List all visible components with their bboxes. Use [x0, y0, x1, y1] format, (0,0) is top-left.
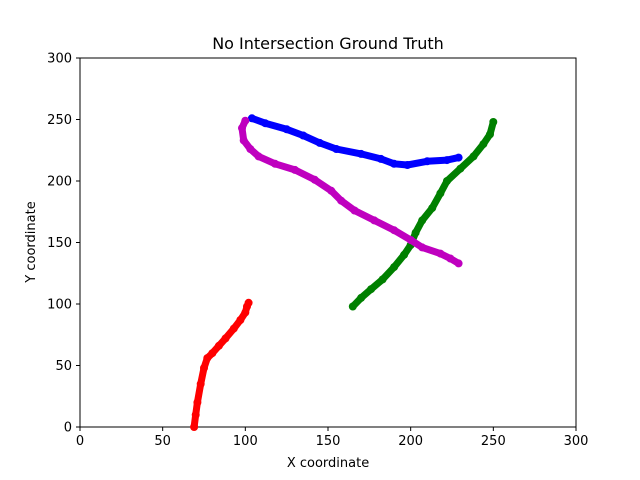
data-point [238, 124, 246, 133]
data-point [454, 153, 463, 162]
data-point [299, 131, 308, 140]
data-point [327, 186, 336, 195]
x-tick-label: 100 [233, 434, 258, 449]
data-point [229, 324, 238, 333]
data-point [261, 119, 270, 128]
data-point [443, 156, 451, 165]
data-point [254, 152, 263, 161]
data-point [370, 216, 379, 225]
data-point [479, 140, 488, 149]
data-point [208, 349, 217, 358]
data-point [190, 423, 199, 431]
y-tick-label: 100 [47, 298, 72, 313]
data-point [193, 398, 202, 407]
data-point [489, 118, 498, 126]
data-point [406, 236, 415, 244]
data-point [446, 254, 455, 263]
data-point [469, 152, 478, 161]
data-point [443, 177, 451, 185]
data-point [390, 226, 399, 235]
x-tick-label: 300 [564, 434, 589, 449]
data-point [423, 157, 432, 166]
data-point [196, 379, 205, 388]
x-axis-ticks: 0 50 100 150 200 250 300 [76, 427, 589, 449]
y-tick-label: 200 [47, 175, 72, 190]
data-layer [190, 114, 498, 431]
y-tick-label: 300 [47, 52, 72, 67]
x-tick-label: 250 [481, 434, 506, 449]
x-tick-label: 200 [398, 434, 423, 449]
data-point [418, 216, 427, 225]
data-point [332, 145, 341, 153]
plot-area: 0 50 100 150 200 250 300 0 50 100 150 200 250 300 [47, 52, 588, 450]
data-point [271, 159, 280, 168]
data-point [456, 164, 465, 173]
data-point [390, 159, 399, 168]
y-tick-label: 150 [47, 236, 72, 251]
data-point [411, 228, 420, 237]
y-tick-label: 50 [55, 359, 72, 374]
x-tick-label: 50 [154, 434, 171, 449]
series-1 [348, 118, 498, 311]
data-point [244, 298, 253, 307]
data-point [378, 275, 387, 284]
data-point [203, 354, 212, 363]
data-point [454, 259, 463, 268]
data-point [403, 161, 412, 169]
data-point [436, 189, 445, 198]
series-0 [190, 298, 253, 431]
data-point [200, 364, 208, 372]
data-point [247, 114, 256, 123]
data-point [315, 138, 324, 147]
data-point [357, 149, 366, 158]
data-point [337, 196, 346, 205]
data-point [486, 130, 494, 139]
data-point [191, 410, 200, 419]
data-point [246, 145, 255, 153]
x-tick-label: 0 [76, 434, 84, 449]
y-axis-ticks: 0 50 100 150 200 250 300 [47, 52, 80, 436]
x-tick-label: 150 [316, 434, 341, 449]
series-2 [247, 114, 463, 169]
data-point [290, 165, 299, 174]
data-point [241, 308, 250, 317]
data-point [400, 250, 409, 259]
data-point [214, 341, 223, 350]
data-point [348, 302, 357, 311]
chart-title: No Intersection Ground Truth [212, 34, 444, 53]
data-point [236, 316, 245, 324]
data-point [221, 334, 230, 343]
data-point [376, 154, 385, 163]
data-point [367, 285, 375, 294]
series-3 [238, 116, 463, 268]
data-point [282, 125, 291, 134]
data-point [357, 293, 366, 302]
data-point [428, 204, 437, 213]
y-tick-label: 0 [64, 421, 72, 436]
data-point [436, 249, 445, 258]
data-point [241, 116, 250, 125]
data-point [390, 263, 399, 272]
x-axis-title: X coordinate [287, 456, 369, 471]
data-point [310, 175, 319, 184]
data-point [418, 243, 427, 252]
y-axis-title: Y coordinate [24, 201, 39, 283]
y-tick-label: 250 [47, 113, 72, 128]
data-point [239, 136, 248, 145]
data-point [350, 206, 359, 215]
